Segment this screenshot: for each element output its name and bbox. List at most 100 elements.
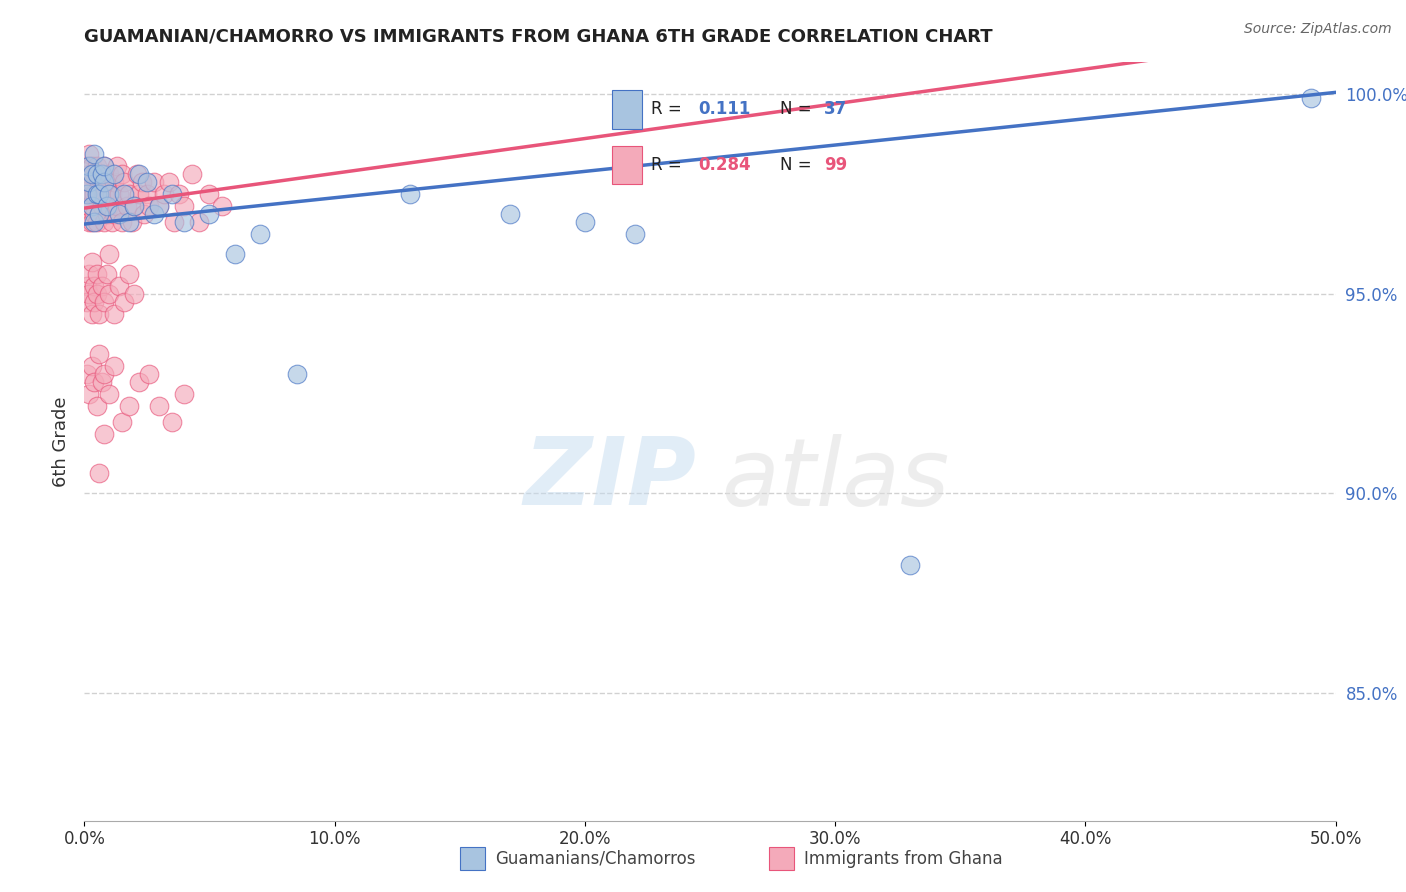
Point: [160, 415, 183, 429]
Point: [898, 558, 921, 573]
Point: [138, 199, 160, 213]
Point: [118, 215, 141, 229]
Point: [79, 147, 101, 161]
Point: [76, 175, 98, 189]
Point: [80, 359, 103, 373]
Point: [79, 167, 101, 181]
Point: [83, 147, 105, 161]
Point: [249, 227, 271, 241]
Point: [112, 175, 135, 189]
Point: [153, 187, 176, 202]
Point: [1299, 91, 1322, 105]
Point: [499, 207, 522, 221]
Point: [89, 307, 111, 321]
Point: [173, 386, 195, 401]
Text: atlas: atlas: [721, 434, 949, 525]
Point: [79, 159, 101, 173]
Point: [89, 467, 111, 481]
Point: [80, 159, 103, 173]
Point: [98, 286, 121, 301]
Point: [163, 215, 186, 229]
Point: [86, 215, 108, 229]
Point: [86, 159, 108, 173]
Point: [198, 187, 221, 202]
Point: [108, 279, 131, 293]
Point: [79, 199, 101, 213]
Point: [103, 207, 125, 221]
Point: [103, 175, 125, 189]
Point: [124, 199, 146, 213]
Point: [98, 187, 121, 202]
Point: [398, 187, 420, 202]
Point: [96, 267, 118, 281]
Text: ZIP: ZIP: [523, 434, 696, 525]
Point: [80, 255, 103, 269]
Point: [80, 175, 103, 189]
Point: [93, 159, 115, 173]
Point: [89, 207, 111, 221]
Point: [83, 167, 105, 181]
Point: [83, 215, 105, 229]
Point: [101, 187, 124, 202]
Point: [112, 294, 135, 309]
Point: [80, 187, 103, 202]
Point: [134, 207, 156, 221]
Point: [89, 347, 111, 361]
Point: [131, 175, 153, 189]
Point: [285, 367, 308, 381]
Point: [93, 367, 115, 381]
Point: [83, 187, 105, 202]
Point: [86, 167, 108, 181]
Point: [86, 399, 108, 413]
Point: [118, 187, 141, 202]
Point: [79, 175, 101, 189]
Point: [136, 175, 159, 189]
Point: [98, 199, 121, 213]
Point: [169, 187, 191, 202]
Point: [86, 187, 108, 202]
Point: [79, 267, 101, 281]
Point: [121, 215, 143, 229]
Point: [128, 167, 150, 181]
Text: Guamanians/Chamorros: Guamanians/Chamorros: [495, 849, 696, 868]
Point: [80, 307, 103, 321]
Point: [89, 207, 111, 221]
Point: [96, 199, 118, 213]
Point: [115, 199, 138, 213]
Point: [86, 187, 108, 202]
Point: [125, 167, 148, 181]
Point: [181, 167, 204, 181]
Point: [80, 167, 103, 181]
Point: [108, 187, 131, 202]
Point: [108, 207, 131, 221]
Point: [188, 215, 211, 229]
Point: [79, 386, 101, 401]
Point: [83, 279, 105, 293]
Point: [148, 399, 170, 413]
Point: [93, 175, 115, 189]
Point: [79, 215, 101, 229]
Text: Source: ZipAtlas.com: Source: ZipAtlas.com: [1244, 22, 1392, 37]
Point: [148, 199, 170, 213]
Point: [111, 167, 134, 181]
Point: [138, 367, 160, 381]
Point: [79, 286, 101, 301]
Point: [76, 279, 98, 293]
Point: [76, 187, 98, 202]
Point: [103, 359, 125, 373]
Point: [93, 159, 115, 173]
Point: [83, 207, 105, 221]
Point: [76, 294, 98, 309]
Text: Immigrants from Ghana: Immigrants from Ghana: [804, 849, 1002, 868]
Point: [86, 267, 108, 281]
Point: [93, 426, 115, 441]
Point: [624, 227, 647, 241]
Point: [76, 159, 98, 173]
Point: [89, 187, 111, 202]
Point: [90, 279, 112, 293]
Point: [93, 187, 115, 202]
Point: [124, 286, 146, 301]
Point: [103, 307, 125, 321]
Point: [112, 187, 135, 202]
Point: [148, 199, 170, 213]
